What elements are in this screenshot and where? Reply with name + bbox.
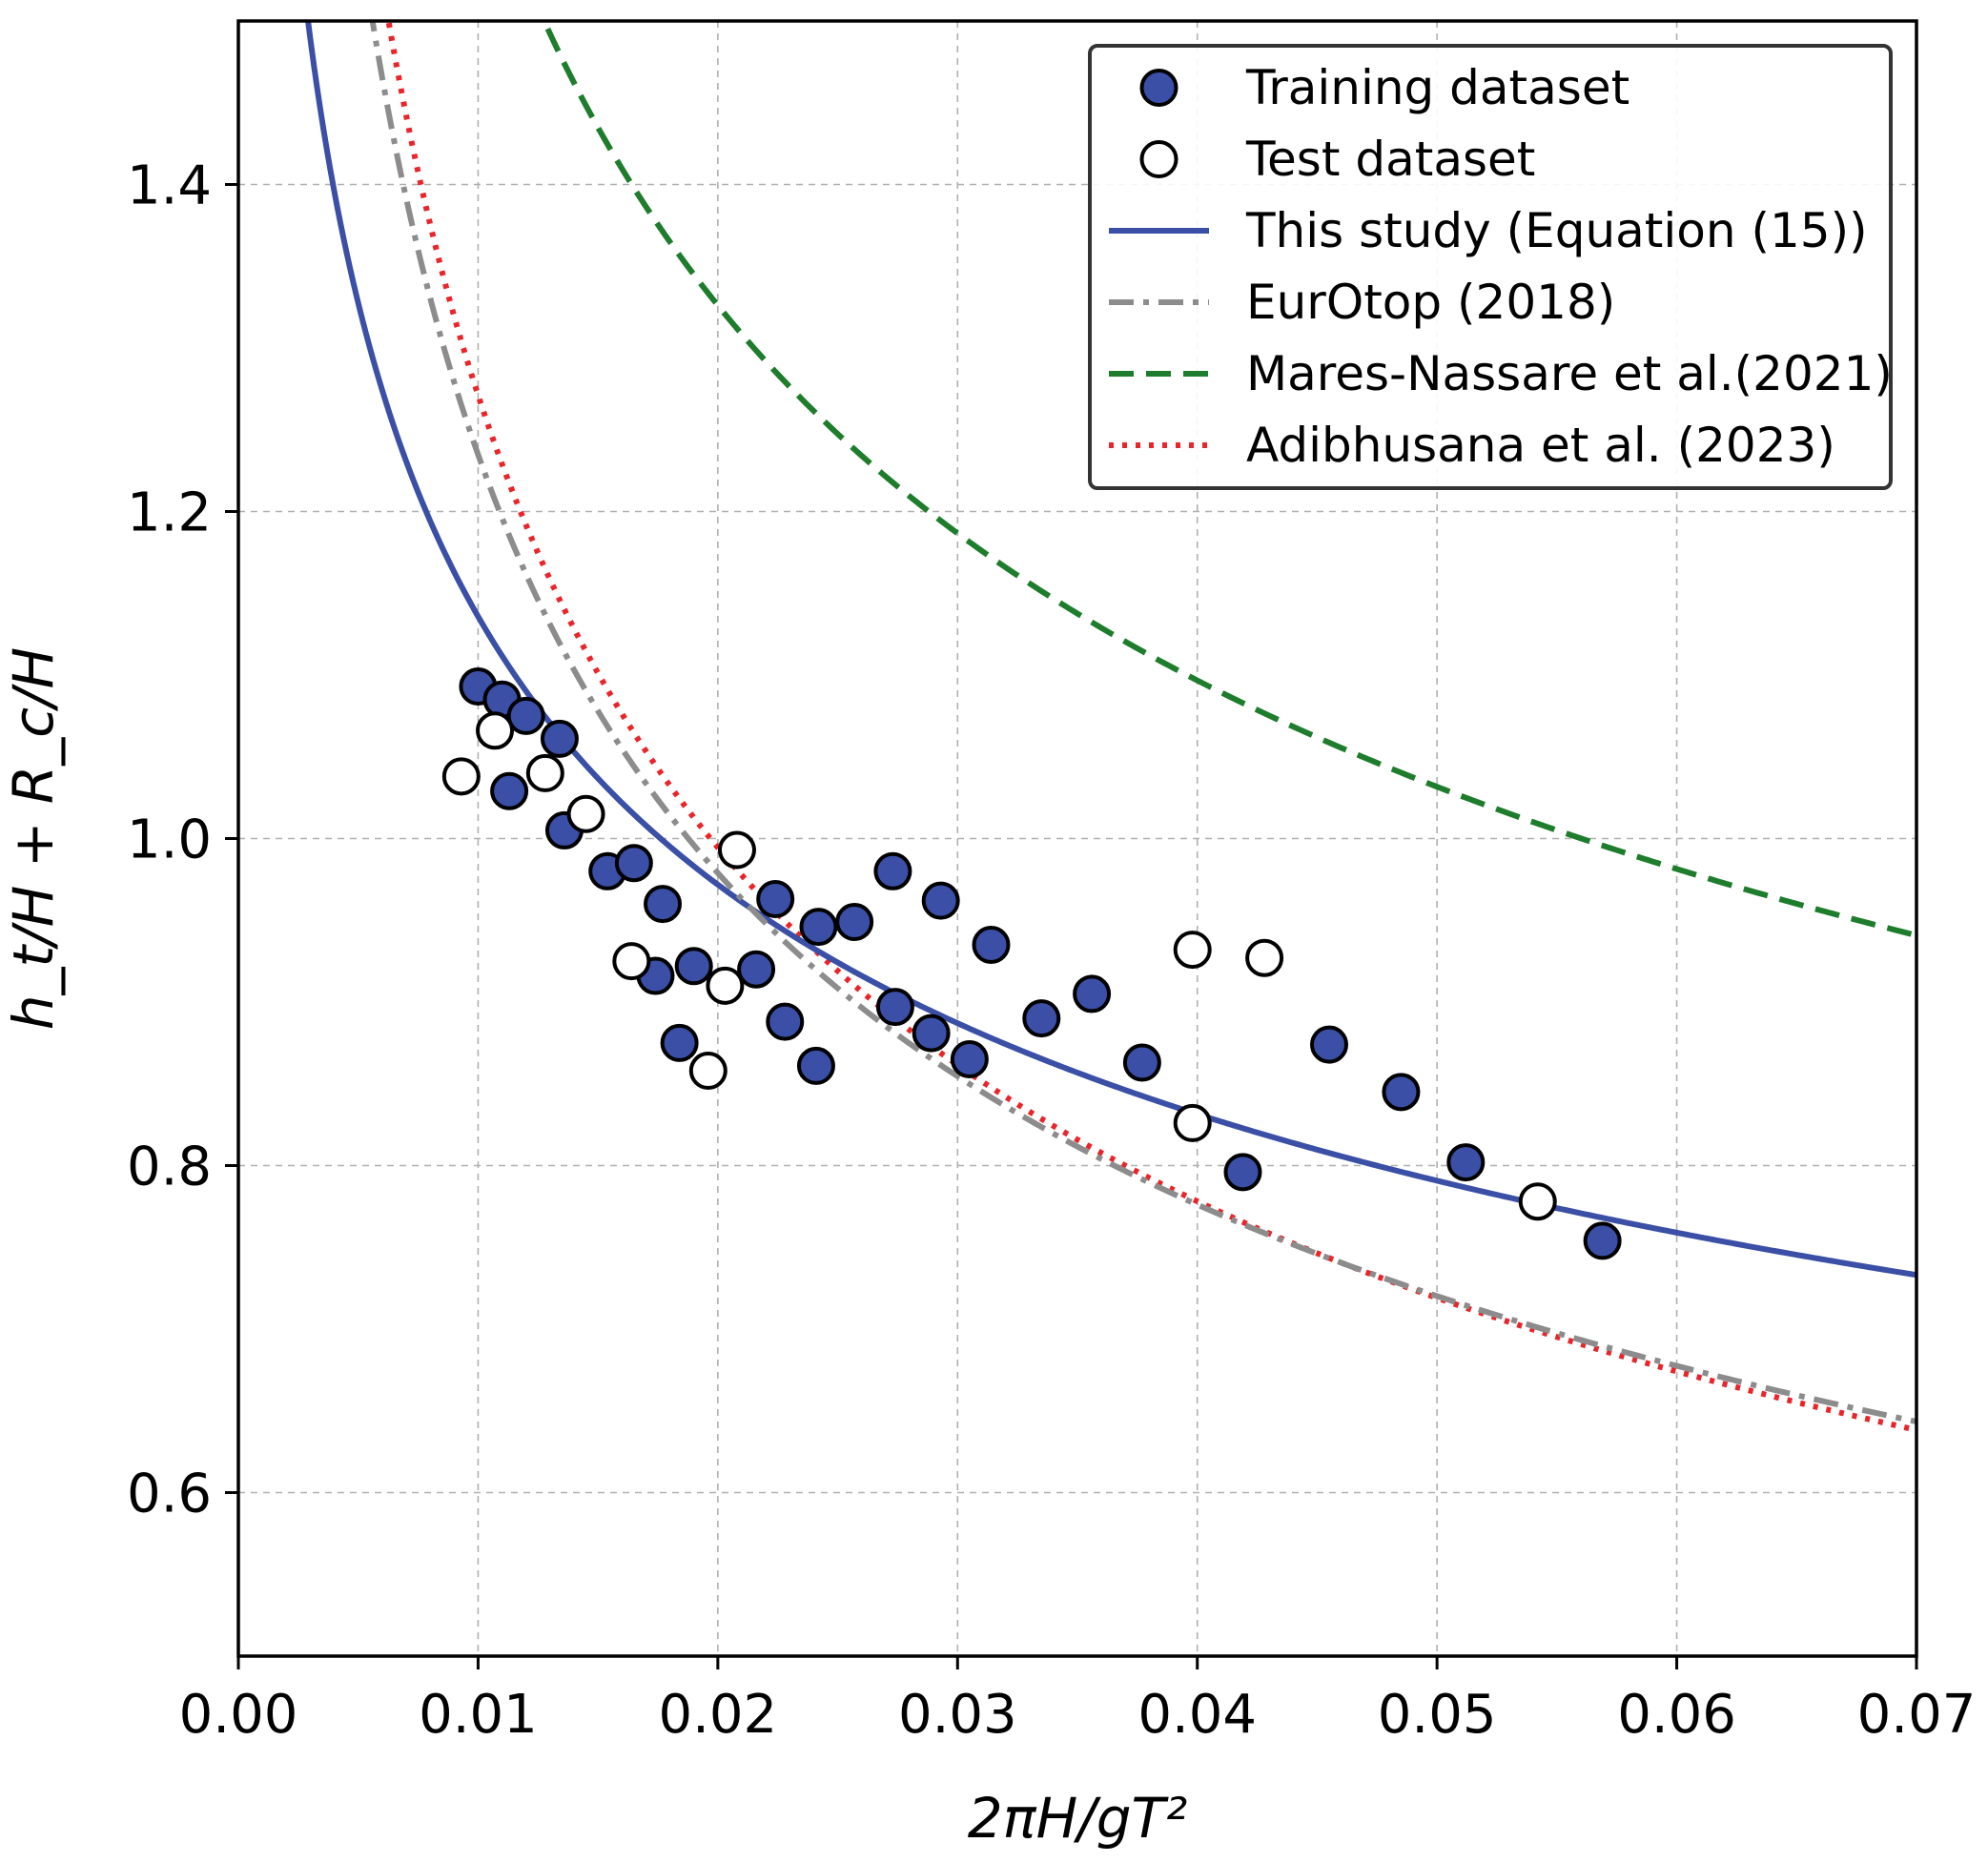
curve-adibhusana-et-al-2023 <box>385 21 1916 1433</box>
test-point <box>1245 938 1284 977</box>
training-point <box>799 908 838 947</box>
training-point <box>1310 1025 1348 1064</box>
training-point <box>644 885 683 924</box>
training-point <box>756 879 795 918</box>
training-point <box>873 851 912 891</box>
data-points <box>441 667 1622 1260</box>
training-point <box>490 771 529 810</box>
training-point <box>614 844 653 883</box>
training-point <box>1583 1221 1622 1260</box>
training-point <box>912 1013 951 1053</box>
x-tick-label: 0.02 <box>659 1684 778 1746</box>
training-point <box>796 1046 835 1085</box>
test-point <box>566 794 605 833</box>
training-point <box>540 719 579 758</box>
test-point <box>706 966 745 1005</box>
training-point <box>1022 999 1061 1038</box>
training-point <box>737 950 776 989</box>
x-tick-label: 0.06 <box>1617 1684 1736 1746</box>
legend-label: This study (Equation (15)) <box>1245 203 1868 258</box>
y-tick-label: 1.0 <box>127 809 212 871</box>
training-point <box>674 947 713 986</box>
training-point <box>1446 1143 1486 1182</box>
test-point <box>441 757 481 796</box>
test-point <box>525 753 564 792</box>
test-point <box>1173 931 1212 970</box>
y-tick-label: 1.4 <box>127 155 212 217</box>
x-tick-label: 0.05 <box>1378 1684 1497 1746</box>
y-tick-label: 0.6 <box>127 1464 212 1525</box>
training-point <box>1223 1153 1262 1192</box>
ticks: 0.00 0.01 0.02 0.03 0.04 0.05 0.06 0.07 0.6 0.8 1.… <box>127 155 1976 1747</box>
y-axis-label: h_t/H + R_c/H <box>1 647 66 1030</box>
curve-eurotop-2018 <box>369 21 1916 1424</box>
x-axis-label: 2πH/gT² <box>968 1786 1187 1851</box>
x-tick-label: 0.07 <box>1857 1684 1977 1746</box>
legend-label: EurOtop (2018) <box>1246 275 1615 330</box>
training-point <box>950 1040 989 1079</box>
training-point <box>1122 1043 1161 1082</box>
curve-mares-nassare-et-al-2021 <box>541 21 1916 938</box>
legend: Training dataset Test dataset This study (… <box>1088 44 1893 490</box>
test-point <box>476 711 515 750</box>
legend-test-marker <box>1139 140 1178 178</box>
training-point <box>875 988 914 1027</box>
x-tick-label: 0.04 <box>1137 1684 1257 1746</box>
curve-this-study-equation-15 <box>305 21 1916 1279</box>
training-point <box>1382 1073 1421 1112</box>
legend-label: Test dataset <box>1245 132 1535 187</box>
x-tick-label: 0.00 <box>179 1684 298 1746</box>
training-point <box>835 902 874 941</box>
legend-label: Training dataset <box>1245 60 1629 115</box>
curves <box>305 21 1916 1433</box>
legend-box <box>1088 44 1893 490</box>
legend-label: Adibhusana et al. (2023) <box>1246 418 1835 473</box>
test-point <box>1173 1103 1212 1142</box>
test-point <box>688 1052 728 1091</box>
training-point <box>972 925 1011 964</box>
y-tick-label: 1.2 <box>127 482 212 544</box>
legend-training-marker <box>1139 69 1178 107</box>
x-tick-label: 0.01 <box>419 1684 538 1746</box>
legend-label: Mares-Nassare et al.(2021) <box>1246 346 1893 401</box>
training-point <box>766 1002 805 1041</box>
test-point <box>1518 1182 1557 1221</box>
test-point <box>612 942 651 981</box>
training-point <box>506 696 545 735</box>
x-tick-label: 0.03 <box>898 1684 1017 1746</box>
test-point <box>717 830 756 870</box>
training-point <box>1073 974 1112 1013</box>
training-point <box>921 881 960 920</box>
training-point <box>660 1023 699 1062</box>
y-tick-label: 0.8 <box>127 1136 212 1198</box>
